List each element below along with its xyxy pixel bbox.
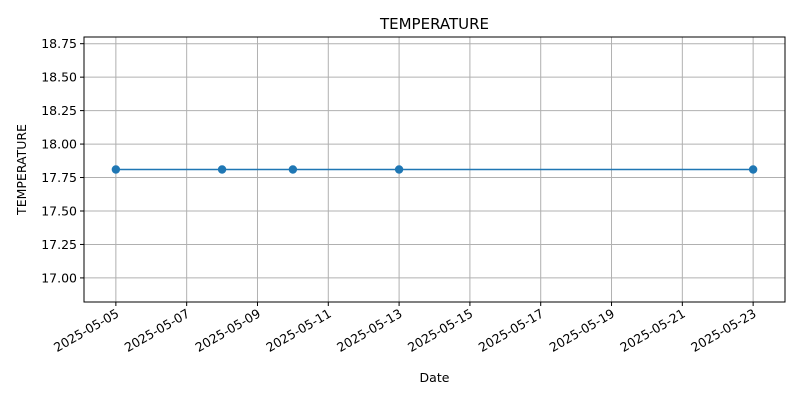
plot-frame bbox=[83, 36, 786, 303]
x-axis-label: Date bbox=[420, 370, 450, 385]
series-layer bbox=[111, 165, 758, 174]
y-tick-label: 17.25 bbox=[41, 237, 77, 252]
data-point bbox=[217, 165, 227, 174]
x-tick-label: 2025-05-23 bbox=[688, 306, 758, 355]
data-point bbox=[748, 165, 758, 174]
y-axis-ticks: 17.00 17.25 17.50 17.75 18.00 18.25 18.50 18.75 bbox=[41, 36, 84, 285]
data-point bbox=[111, 165, 121, 174]
y-tick-label: 17.00 bbox=[41, 270, 77, 285]
x-tick-label: 2025-05-05 bbox=[51, 306, 121, 355]
y-axis-label: TEMPERATURE bbox=[14, 124, 29, 216]
x-tick-label: 2025-05-17 bbox=[476, 306, 546, 355]
x-tick-label: 2025-05-07 bbox=[122, 306, 192, 355]
x-tick-label: 2025-05-19 bbox=[547, 306, 617, 355]
y-tick-label: 18.00 bbox=[41, 137, 77, 152]
y-tick-label: 18.25 bbox=[41, 103, 77, 118]
grid bbox=[84, 37, 785, 302]
y-tick-label: 17.50 bbox=[41, 203, 77, 218]
x-tick-label: 2025-05-21 bbox=[617, 306, 687, 355]
x-tick-label: 2025-05-11 bbox=[263, 306, 333, 355]
data-point bbox=[288, 165, 298, 174]
chart-title: TEMPERATURE bbox=[379, 15, 489, 33]
x-tick-label: 2025-05-13 bbox=[334, 306, 404, 355]
y-tick-label: 17.75 bbox=[41, 170, 77, 185]
y-tick-label: 18.75 bbox=[41, 36, 77, 51]
data-point bbox=[394, 165, 404, 174]
x-tick-label: 2025-05-15 bbox=[405, 306, 475, 355]
y-tick-label: 18.50 bbox=[41, 70, 77, 85]
x-axis-ticks: 2025-05-05 2025-05-07 2025-05-09 2025-05-11… bbox=[51, 302, 759, 355]
x-tick-label: 2025-05-09 bbox=[193, 306, 263, 355]
